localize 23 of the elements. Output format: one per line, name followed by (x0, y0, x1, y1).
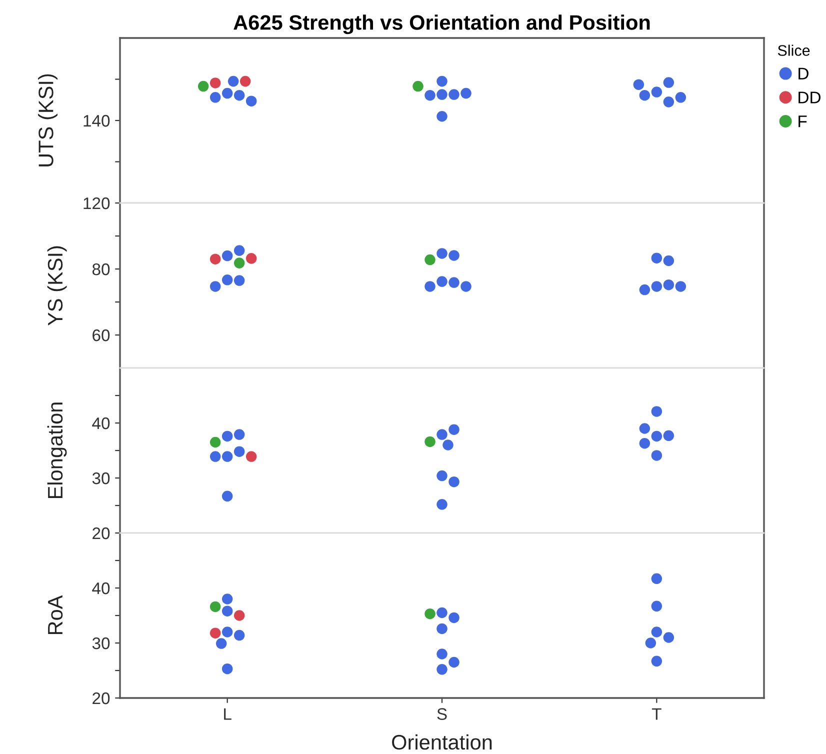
legend-label: DD (798, 92, 820, 104)
y-tick-label: 40 (92, 582, 110, 594)
legend-title: Slice (778, 44, 810, 56)
y-tick-label: 30 (92, 472, 110, 484)
y-tick-label: 20 (92, 692, 110, 704)
x-tick-label: L (224, 708, 232, 720)
y-tick-label: 140 (84, 114, 110, 127)
y-axis-title: Elongation (47, 402, 67, 498)
y-tick-label: 20 (92, 527, 110, 540)
chart-title: A625 Strength vs Orientation and Position (234, 14, 650, 34)
y-tick-label: 40 (92, 417, 110, 430)
y-axis-title: YS (KSI) (47, 246, 67, 326)
legend-label: D (798, 68, 808, 80)
legend-label: F (798, 116, 807, 128)
y-axis-title: RoA (48, 595, 63, 634)
x-axis-title: Orientation (392, 734, 492, 750)
y-tick-label: 120 (84, 197, 110, 210)
y-tick-label: 80 (92, 263, 110, 276)
x-tick-label: S (437, 708, 447, 720)
x-tick-label: T (652, 708, 662, 720)
y-tick-label: 30 (92, 637, 110, 650)
y-tick-label: 60 (92, 329, 110, 342)
y-axis-title: UTS (KSI) (38, 74, 58, 166)
